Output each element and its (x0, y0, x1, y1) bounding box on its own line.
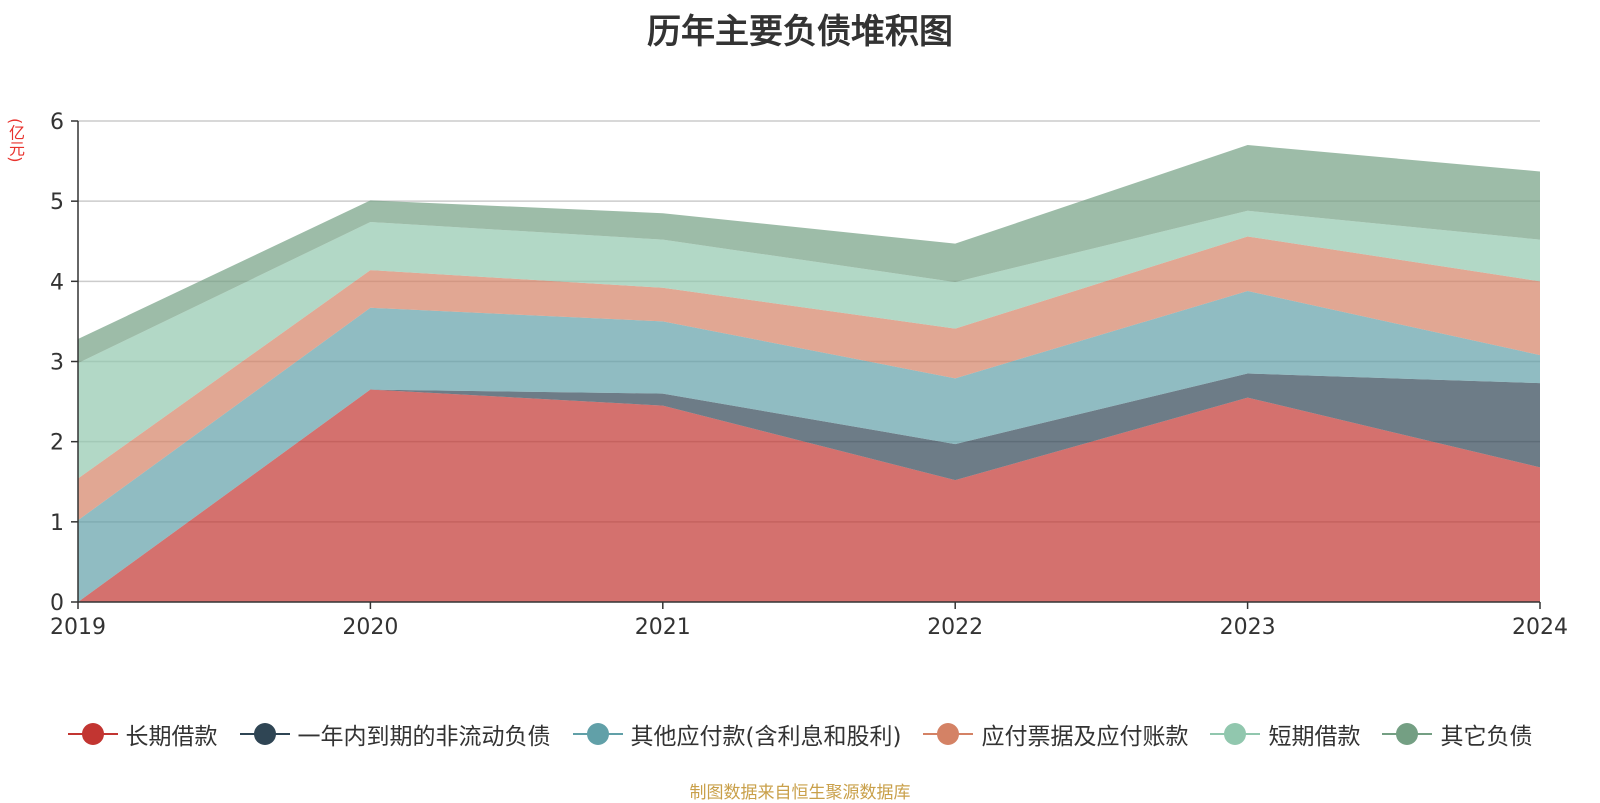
legend-item-6[interactable]: 其它负债 (1382, 717, 1532, 751)
legend-marker-icon (239, 721, 290, 747)
area-series-5 (78, 210, 1540, 479)
legend-label: 长期借款 (125, 724, 218, 750)
legend-label: 其它负债 (1440, 724, 1533, 750)
legend-label: 短期借款 (1268, 724, 1361, 750)
legend-marker-icon (67, 721, 118, 747)
area-series-6 (78, 145, 1540, 364)
axes: 0 1 2 3 4 5 6 2019 2020 2021 2022 2023 2024 (50, 110, 1568, 640)
area-series-2 (78, 373, 1540, 602)
y-tick-label: 2 (50, 431, 64, 456)
legend-label: 应付票据及应付账款 (981, 724, 1189, 750)
x-tick-label: 2019 (50, 615, 106, 640)
legend-marker-icon (923, 721, 974, 747)
x-tick-label: 2022 (927, 615, 983, 640)
y-tick-label: 6 (50, 110, 64, 135)
area-series (78, 145, 1540, 602)
legend-item-2[interactable]: 一年内到期的非流动负债 (239, 717, 551, 751)
x-tick-label: 2023 (1220, 615, 1276, 640)
legend-marker-icon (1382, 721, 1433, 747)
y-tick-label: 4 (50, 270, 64, 295)
x-tick-label: 2024 (1512, 615, 1568, 640)
legend-item-3[interactable]: 其他应付款(含利息和股利) (572, 717, 902, 751)
y-tick-label: 5 (50, 190, 64, 215)
y-tick-label: 1 (50, 511, 64, 536)
legend-item-1[interactable]: 长期借款 (67, 717, 218, 751)
area-series-4 (78, 236, 1540, 521)
legend-label: 一年内到期的非流动负债 (297, 724, 551, 750)
legend-marker-icon (572, 721, 623, 747)
area-series-1 (78, 389, 1540, 602)
area-series-3 (78, 290, 1540, 602)
x-tick-label: 2021 (635, 615, 691, 640)
x-tick-label: 2020 (342, 615, 398, 640)
y-axis-unit-label: (亿元) (6, 118, 25, 163)
source-note: 制图数据来自恒生聚源数据库 (689, 783, 911, 803)
legend-marker-icon (1210, 721, 1261, 747)
y-tick-label: 3 (50, 351, 64, 376)
legend-item-4[interactable]: 应付票据及应付账款 (923, 717, 1188, 751)
legend-item-5[interactable]: 短期借款 (1210, 717, 1360, 751)
legend: 长期借款 一年内到期的非流动负债 其他应付款(含利息和股利) 应付票据及应付账款 短期借… (0, 717, 1600, 751)
y-tick-label: 0 (50, 591, 64, 616)
legend-label: 其他应付款(含利息和股利) (630, 724, 902, 750)
chart-title: 历年主要负债堆积图 (647, 12, 953, 52)
